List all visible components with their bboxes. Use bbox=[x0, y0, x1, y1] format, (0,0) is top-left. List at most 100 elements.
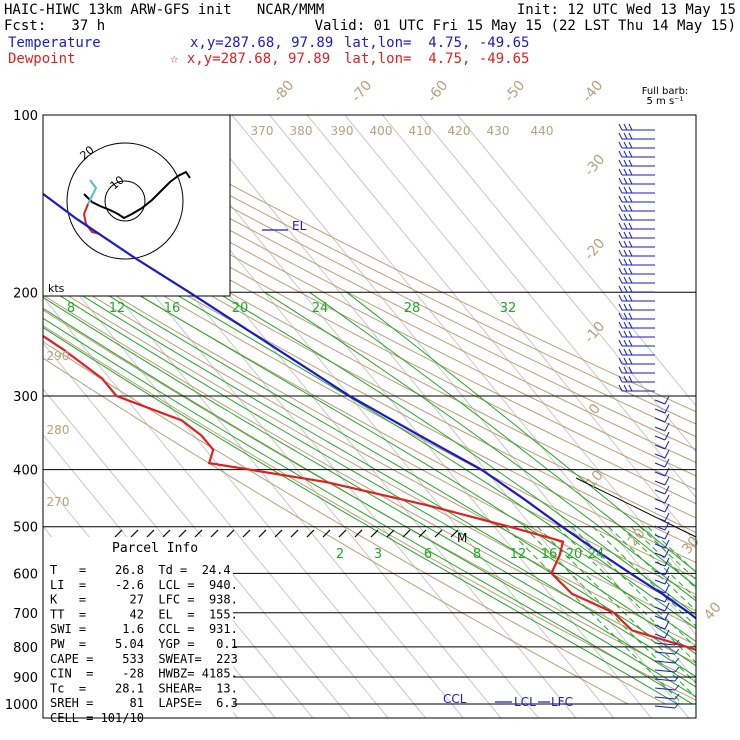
parcel-info-row: CIN = -28 HWBZ= 4185. bbox=[50, 667, 238, 681]
dry-adiabat bbox=[43, 279, 696, 646]
level-hatch bbox=[130, 529, 139, 538]
dry-adiabat bbox=[43, 237, 696, 595]
mixing-ratio-line bbox=[504, 526, 684, 705]
isotherm-line bbox=[43, 296, 389, 718]
level-hatch bbox=[146, 529, 155, 538]
theta-label: 410 bbox=[409, 124, 432, 138]
wind-barb bbox=[618, 141, 655, 149]
wind-barb bbox=[654, 639, 680, 646]
mixing-ratio-label: 12 bbox=[109, 301, 126, 316]
dry-adiabat bbox=[43, 185, 696, 534]
barb-key-title: Full barb: bbox=[642, 86, 689, 97]
dry-adiabat bbox=[61, 115, 696, 438]
level-hatch bbox=[290, 529, 299, 538]
parcel-info-row: CAPE = 533 SWEAT= 223 bbox=[50, 652, 238, 666]
level-hatch bbox=[162, 529, 171, 538]
mixing-ratio-label: 8 bbox=[67, 301, 75, 316]
parcel-info-row: Tc = 28.1 SHEAR= 13. bbox=[50, 681, 238, 695]
wind-barb bbox=[618, 312, 655, 320]
pressure-label: 900 bbox=[13, 671, 38, 686]
wind-barb bbox=[654, 620, 670, 630]
parcel-info-box bbox=[43, 537, 233, 718]
pressure-label: 800 bbox=[13, 641, 38, 656]
annotation-m: M bbox=[457, 531, 467, 545]
hodograph-trace-low bbox=[87, 179, 98, 205]
parcel-info-row: K = 27 LFC = 938. bbox=[50, 593, 238, 607]
mixing-ratio-label: 20 bbox=[566, 547, 583, 562]
theta-label: 420 bbox=[448, 124, 471, 138]
wind-barb bbox=[618, 384, 655, 392]
dry-adiabat bbox=[81, 115, 696, 425]
wind-barb bbox=[654, 648, 680, 655]
plot-frame bbox=[42, 114, 697, 719]
isotherm-label: -10 bbox=[581, 319, 608, 347]
temperature-profile bbox=[43, 192, 696, 620]
theta-label: 270 bbox=[47, 495, 70, 509]
level-hatch bbox=[210, 529, 219, 538]
mixing-ratio-label: 8 bbox=[473, 547, 481, 562]
mixing-ratio-label: 2 bbox=[336, 547, 344, 562]
wind-barb bbox=[618, 321, 655, 329]
dry-adiabat bbox=[100, 115, 696, 413]
hodograph-trace bbox=[83, 170, 191, 220]
temperature-latlon: lat,lon= 4.75, -49.65 bbox=[344, 35, 530, 51]
wind-barb bbox=[618, 375, 655, 383]
mixing-ratio-label: 24 bbox=[588, 547, 605, 562]
pressure-label: 500 bbox=[13, 521, 38, 536]
dewpoint-latlon: lat,lon= 4.75, -49.65 bbox=[344, 51, 530, 67]
pressure-label: 200 bbox=[13, 286, 38, 301]
level-hatch bbox=[306, 529, 315, 538]
mixing-ratio-label: 3 bbox=[374, 547, 382, 562]
theta-label: 290 bbox=[47, 349, 70, 363]
isotherm-label: -20 bbox=[581, 236, 608, 264]
isotherm-line bbox=[43, 342, 351, 718]
hodograph-box bbox=[42, 114, 231, 297]
theta-label: 390 bbox=[331, 124, 354, 138]
level-hatch bbox=[322, 529, 331, 538]
isotherm-line bbox=[344, 115, 696, 545]
parcel-info-row: TT = 42 EL = 155. bbox=[50, 607, 238, 621]
dry-adiabat bbox=[43, 223, 696, 579]
wind-barb bbox=[618, 348, 655, 356]
level-hatch bbox=[418, 529, 427, 538]
level-hatch bbox=[450, 529, 459, 538]
wind-barb bbox=[654, 467, 670, 477]
parcel-info-row: T = 26.8 Td = 24.4 bbox=[50, 563, 231, 577]
wind-barb bbox=[654, 566, 670, 576]
wind-barb bbox=[618, 123, 655, 131]
level-hatch bbox=[370, 529, 379, 538]
level-hatch bbox=[178, 529, 187, 538]
level-hatch bbox=[114, 529, 123, 538]
isotherm-label: -50 bbox=[501, 78, 528, 106]
pressure-label: 600 bbox=[13, 567, 38, 582]
dry-adiabat bbox=[43, 294, 696, 664]
mixing-ratio-label: 20 bbox=[232, 301, 249, 316]
dewpoint-xy: ☆ x,y=287.68, 97.89 bbox=[170, 51, 331, 67]
wind-barb bbox=[654, 530, 670, 540]
hodograph-unit: kts bbox=[48, 282, 65, 295]
barb-key-unit: 5 m s⁻¹ bbox=[647, 96, 684, 107]
parcel-info-row: SWI = 1.6 CCL = 931. bbox=[50, 622, 238, 636]
isotherm-line bbox=[306, 115, 696, 590]
theta-label: 440 bbox=[531, 124, 554, 138]
isotherm-line bbox=[43, 250, 427, 718]
dry-adiabat bbox=[43, 340, 666, 705]
model-title: HAIC-HIWC 13km ARW-GFS init NCAR/MMM bbox=[4, 2, 325, 18]
dry-adiabat bbox=[43, 115, 696, 451]
wind-barb bbox=[618, 168, 655, 176]
dry-adiabat bbox=[43, 251, 696, 612]
wind-barb bbox=[654, 702, 680, 709]
wind-barb bbox=[654, 575, 670, 585]
valid-time: Valid: 01 UTC Fri 15 May 15 (22 LST Thu … bbox=[314, 18, 736, 34]
dry-adiabat bbox=[43, 357, 629, 705]
dry-adiabat bbox=[43, 148, 696, 491]
wind-barb bbox=[654, 485, 670, 495]
dry-adiabat bbox=[43, 172, 696, 519]
wind-barb bbox=[654, 449, 670, 459]
wind-barb bbox=[654, 395, 670, 405]
wind-barb bbox=[654, 675, 680, 682]
wind-barb bbox=[618, 258, 655, 266]
wind-barb bbox=[618, 249, 655, 257]
wind-barb bbox=[654, 476, 670, 486]
